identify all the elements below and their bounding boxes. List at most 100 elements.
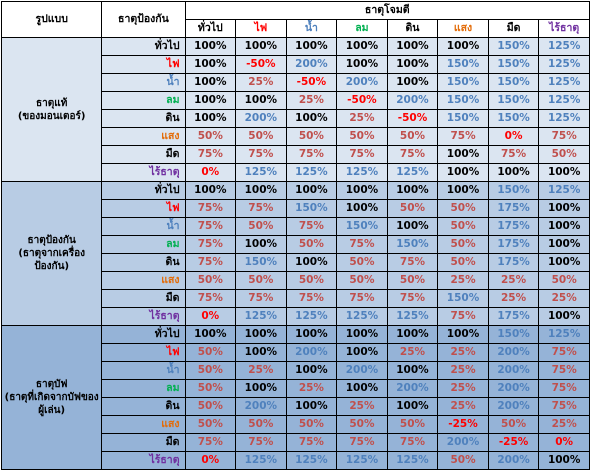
- damage-cell: 25%: [285, 91, 338, 110]
- damage-cell: 50%: [538, 145, 590, 164]
- damage-cell: 75%: [184, 235, 237, 254]
- damage-cell: 25%: [235, 361, 287, 380]
- damage-cell: 75%: [235, 199, 287, 218]
- damage-cell: 150%: [437, 55, 489, 74]
- damage-cell: 175%: [487, 235, 540, 254]
- damage-cell: 125%: [336, 307, 388, 326]
- damage-cell: 100%: [386, 361, 439, 380]
- table-row: ไฟ 50% 100% 200% 100% 25% 25% 200% 75%: [2, 343, 590, 362]
- damage-cell: 75%: [285, 217, 338, 236]
- damage-cell: 25%: [487, 271, 540, 290]
- damage-cell: 25%: [437, 361, 489, 380]
- table-row: มืด 75% 75% 75% 75% 75% 200% -25% 0%: [2, 433, 590, 452]
- table-row: ธาตุบัฟ (ธาตุที่เกิดจากบัฟของผู้เล่น) ทั่…: [0, 325, 590, 470]
- damage-cell: 200%: [437, 433, 489, 452]
- defense-element-label: ทั่วไป: [101, 181, 186, 200]
- damage-cell: 150%: [437, 109, 489, 128]
- damage-cell: 25%: [437, 343, 489, 362]
- damage-cell: -50%: [336, 91, 388, 110]
- damage-cell: 75%: [235, 145, 287, 164]
- defense-element-label: ลม: [101, 91, 186, 110]
- defense-element-label: ลม: [101, 235, 186, 254]
- group-label: ธาตุบัฟ (ธาตุที่เกิดจากบัฟของผู้เล่น): [0, 325, 103, 470]
- damage-cell: 100%: [235, 379, 287, 398]
- table-row: ดิน 100% 200% 100% 25% -50% 150% 150% 125%: [2, 109, 590, 128]
- damage-cell: 50%: [437, 217, 489, 236]
- damage-cell: 75%: [487, 145, 540, 164]
- damage-cell: 100%: [235, 91, 287, 110]
- damage-cell: 100%: [538, 307, 590, 326]
- damage-cell: 100%: [386, 217, 439, 236]
- damage-cell: 100%: [386, 397, 439, 416]
- defense-element-label: ทั่วไป: [101, 325, 186, 344]
- damage-cell: 125%: [235, 451, 287, 470]
- damage-cell: 50%: [487, 415, 540, 434]
- damage-cell: 100%: [184, 109, 237, 128]
- damage-cell: -50%: [386, 109, 439, 128]
- damage-cell: 100%: [336, 37, 388, 56]
- table-row: แสง 50% 50% 50% 50% 50% 25% 25% 50%: [2, 271, 590, 290]
- damage-cell: 100%: [538, 163, 590, 182]
- damage-cell: 50%: [235, 217, 287, 236]
- damage-cell: 50%: [386, 199, 439, 218]
- damage-cell: 75%: [285, 289, 338, 308]
- damage-cell: 125%: [386, 163, 439, 182]
- damage-cell: 100%: [184, 325, 237, 344]
- damage-cell: 125%: [285, 451, 338, 470]
- damage-cell: 200%: [386, 91, 439, 110]
- damage-cell: 175%: [487, 217, 540, 236]
- header-form: รูปแบบ: [0, 1, 103, 38]
- damage-cell: 100%: [235, 343, 287, 362]
- attack-element-header: ไร้ธาตุ: [538, 19, 590, 38]
- damage-cell: 75%: [184, 253, 237, 272]
- damage-cell: 150%: [285, 199, 338, 218]
- damage-cell: 0%: [538, 433, 590, 452]
- header-attack-element: ธาตุโจมตี: [184, 1, 590, 20]
- damage-cell: 125%: [538, 91, 590, 110]
- damage-cell: 50%: [184, 379, 237, 398]
- damage-cell: -25%: [437, 415, 489, 434]
- damage-cell: 200%: [487, 397, 540, 416]
- damage-cell: 200%: [487, 361, 540, 380]
- damage-cell: 100%: [285, 361, 338, 380]
- damage-cell: 100%: [386, 37, 439, 56]
- defense-element-label: ไฟ: [101, 199, 186, 218]
- damage-cell: 50%: [285, 235, 338, 254]
- damage-cell: 175%: [487, 307, 540, 326]
- header-defense-element: ธาตุป้องกัน: [101, 1, 186, 38]
- group-label: ธาตุแท้ (ของมอนเตอร์): [0, 37, 103, 182]
- damage-cell: 125%: [538, 325, 590, 344]
- damage-cell: 50%: [285, 271, 338, 290]
- defense-element-label: ลม: [101, 379, 186, 398]
- damage-cell: 100%: [184, 37, 237, 56]
- damage-cell: -50%: [235, 55, 287, 74]
- damage-cell: 125%: [235, 163, 287, 182]
- defense-element-label: น้ำ: [101, 217, 186, 236]
- table-row: ไฟ 100% -50% 200% 100% 100% 150% 150% 125%: [2, 55, 590, 74]
- damage-cell: 100%: [285, 253, 338, 272]
- defense-element-label: มืด: [101, 433, 186, 452]
- damage-cell: 75%: [538, 397, 590, 416]
- attack-element-header: น้ำ: [285, 19, 338, 38]
- damage-cell: 75%: [336, 289, 388, 308]
- table-row: มืด 75% 75% 75% 75% 75% 150% 25% 25%: [2, 289, 590, 308]
- damage-cell: 125%: [386, 451, 439, 470]
- damage-cell: 50%: [184, 397, 237, 416]
- damage-cell: 200%: [285, 343, 338, 362]
- damage-cell: 0%: [487, 127, 540, 146]
- damage-cell: 150%: [487, 55, 540, 74]
- damage-cell: 125%: [386, 307, 439, 326]
- damage-cell: 150%: [437, 289, 489, 308]
- table-row: แสง 50% 50% 50% 50% 50% 75% 0% 75%: [2, 127, 590, 146]
- damage-cell: 100%: [336, 343, 388, 362]
- defense-element-label: แสง: [101, 127, 186, 146]
- damage-cell: 150%: [487, 325, 540, 344]
- damage-cell: 175%: [487, 253, 540, 272]
- damage-cell: 100%: [538, 451, 590, 470]
- damage-cell: 150%: [437, 91, 489, 110]
- group-label: ธาตุป้องกัน (ธาตุจากเครื่องป้องกัน): [0, 181, 103, 326]
- attack-element-header: ลม: [336, 19, 388, 38]
- damage-cell: 200%: [336, 73, 388, 92]
- damage-cell: 100%: [184, 73, 237, 92]
- damage-cell: 50%: [235, 415, 287, 434]
